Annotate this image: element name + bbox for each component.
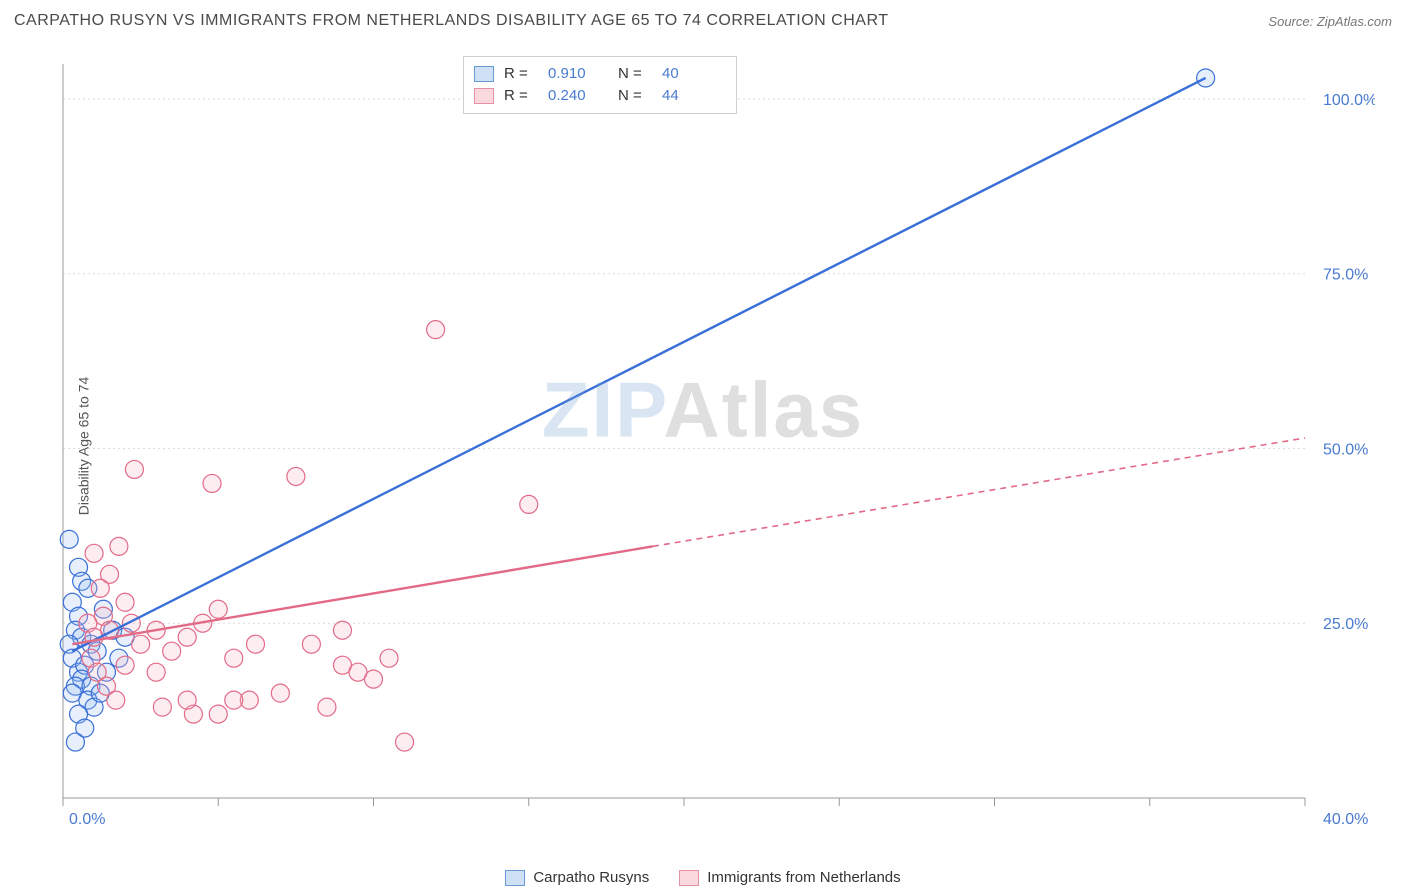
data-point (116, 656, 134, 674)
data-point (91, 579, 109, 597)
source-name: ZipAtlas.com (1317, 14, 1392, 29)
data-point (225, 691, 243, 709)
data-point (125, 460, 143, 478)
swatch-blue (505, 870, 525, 886)
x-tick-label: 0.0% (69, 811, 105, 828)
y-tick-label: 75.0% (1323, 267, 1368, 284)
data-point (209, 600, 227, 618)
data-point (110, 537, 128, 555)
data-point (163, 642, 181, 660)
r-value-pink: 0.240 (548, 85, 608, 107)
data-point (132, 635, 150, 653)
legend-stats-row-pink: R = 0.240 N = 44 (474, 85, 722, 107)
data-point (147, 663, 165, 681)
swatch-blue (474, 66, 494, 82)
legend-label-blue: Carpatho Rusyns (533, 869, 649, 886)
legend-stats-row-blue: R = 0.910 N = 40 (474, 63, 722, 85)
data-point (302, 635, 320, 653)
regression-line (72, 546, 653, 644)
data-point (380, 649, 398, 667)
legend-stats: R = 0.910 N = 40 R = 0.240 N = 44 (463, 56, 737, 114)
data-point (396, 733, 414, 751)
x-tick-label: 40.0% (1323, 811, 1368, 828)
legend-item-blue: Carpatho Rusyns (505, 869, 649, 886)
correlation-chart: 25.0% 50.0% 75.0% 100.0% 0.0% 40.0% (55, 58, 1375, 828)
n-value-pink: 44 (662, 85, 722, 107)
data-point (178, 628, 196, 646)
data-point (365, 670, 383, 688)
data-point (116, 593, 134, 611)
data-point (247, 635, 265, 653)
y-tick-label: 50.0% (1323, 441, 1368, 458)
data-point (66, 733, 84, 751)
data-point (520, 495, 538, 513)
data-point (225, 649, 243, 667)
legend-label-pink: Immigrants from Netherlands (707, 869, 900, 886)
n-value-blue: 40 (662, 63, 722, 85)
data-point (107, 691, 125, 709)
n-label: N = (618, 85, 652, 107)
data-point (333, 621, 351, 639)
data-point (203, 474, 221, 492)
swatch-pink (679, 870, 699, 886)
data-point (287, 467, 305, 485)
data-point (209, 705, 227, 723)
y-tick-label: 100.0% (1323, 92, 1375, 109)
data-point (318, 698, 336, 716)
legend-item-pink: Immigrants from Netherlands (679, 869, 900, 886)
data-point (153, 698, 171, 716)
y-tick-label: 25.0% (1323, 616, 1368, 633)
data-point (178, 691, 196, 709)
source-attribution: Source: ZipAtlas.com (1268, 14, 1392, 29)
regression-line-extension (653, 438, 1305, 546)
legend-series: Carpatho Rusyns Immigrants from Netherla… (0, 869, 1406, 886)
data-point (60, 530, 78, 548)
r-label: R = (504, 63, 538, 85)
data-point (85, 544, 103, 562)
data-point (271, 684, 289, 702)
swatch-pink (474, 88, 494, 104)
chart-title: CARPATHO RUSYN VS IMMIGRANTS FROM NETHER… (14, 12, 888, 30)
r-label: R = (504, 85, 538, 107)
regression-line (72, 78, 1205, 651)
data-point (427, 321, 445, 339)
n-label: N = (618, 63, 652, 85)
source-label: Source: (1268, 14, 1313, 29)
r-value-blue: 0.910 (548, 63, 608, 85)
plot-area: 25.0% 50.0% 75.0% 100.0% 0.0% 40.0% (55, 58, 1375, 828)
